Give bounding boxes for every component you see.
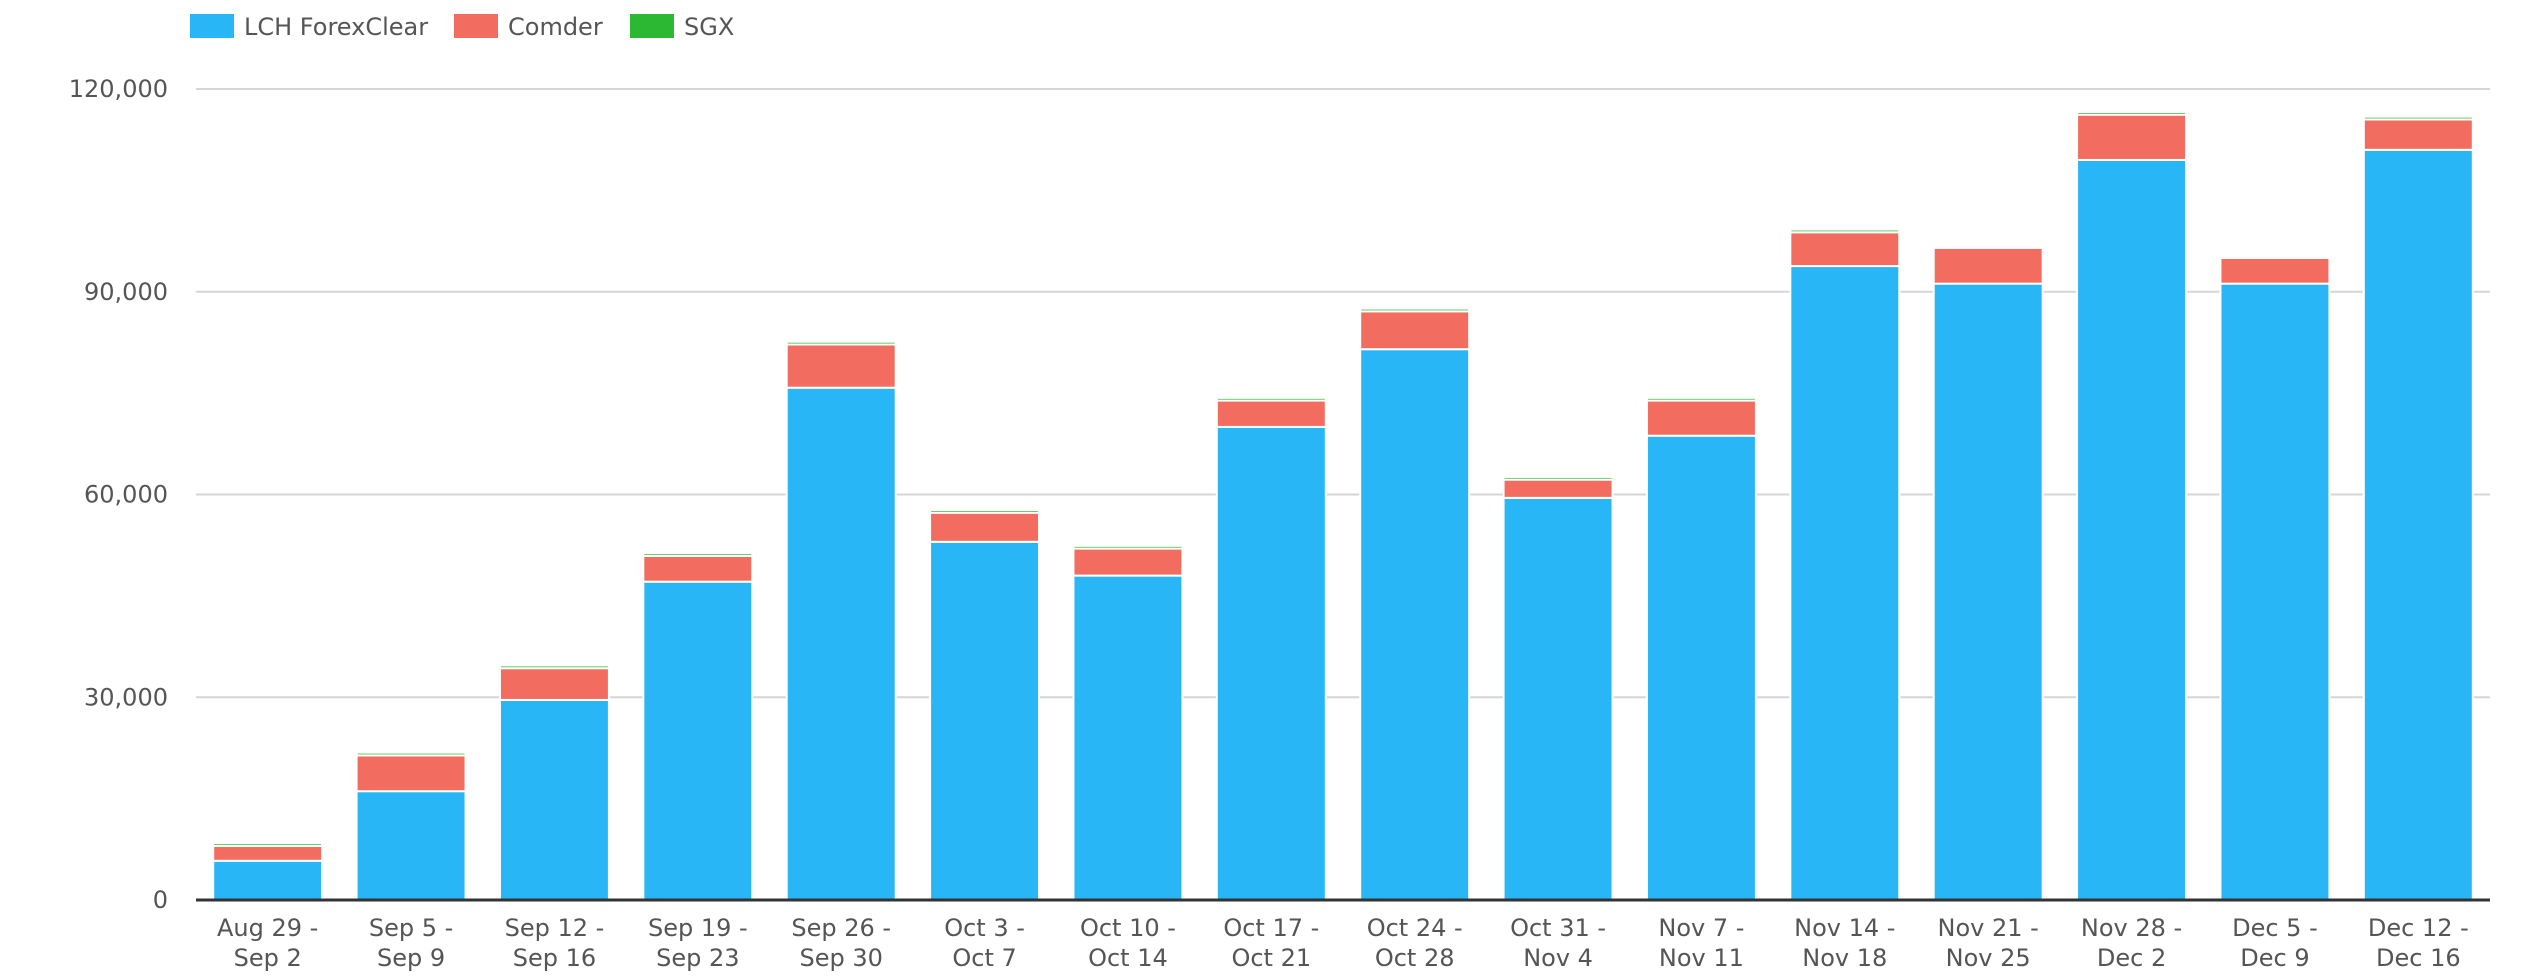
bar-sgx (2219, 254, 2331, 259)
bar-lch-forexclear (498, 698, 610, 901)
bar-comder (1789, 231, 1901, 268)
bar-lch-forexclear (212, 859, 324, 902)
bar-sgx (1645, 396, 1757, 402)
x-tick-label: Aug 29 -Sep 2 (217, 914, 318, 972)
bars (212, 110, 2474, 902)
y-tick-label: 30,000 (84, 683, 168, 711)
bar-sgx (355, 751, 467, 757)
x-tick-label: Oct 31 -Nov 4 (1510, 914, 1606, 972)
x-axis: Aug 29 -Sep 2 Sep 5 -Sep 9 Sep 12 -Sep 16 S… (196, 898, 2490, 972)
x-tick-label: Sep 12 -Sep 16 (505, 914, 605, 972)
y-tick-label: 120,000 (69, 75, 168, 103)
legend-label-lch-forexclear: LCH ForexClear (244, 13, 428, 41)
bar-lch-forexclear (2362, 148, 2474, 901)
bar-lch-forexclear (1645, 434, 1757, 901)
bar-comder (2362, 118, 2474, 151)
bar-comder (1072, 547, 1184, 577)
bar-comder (642, 555, 754, 583)
bar-lch-forexclear (1072, 574, 1184, 901)
bar-lch-forexclear (1789, 265, 1901, 901)
x-tick-label: Sep 19 -Sep 23 (648, 914, 748, 972)
bar-sgx (2076, 110, 2188, 116)
bar-sgx (498, 664, 610, 670)
bar-comder (2076, 113, 2188, 161)
x-tick-label: Dec 5 -Dec 9 (2232, 914, 2318, 972)
bar-sgx (1932, 244, 2044, 249)
bar-sgx (212, 842, 324, 847)
bar-lch-forexclear (1359, 348, 1471, 901)
x-tick-label: Nov 7 -Nov 11 (1658, 914, 1744, 972)
y-tick-label: 90,000 (84, 278, 168, 306)
bar-comder (1645, 399, 1757, 437)
x-tick-label: Oct 17 -Oct 21 (1223, 914, 1319, 972)
x-tick-label: Dec 12 -Dec 16 (2368, 914, 2469, 972)
bar-sgx (1359, 307, 1471, 313)
bar-lch-forexclear (785, 386, 897, 901)
bar-sgx (642, 552, 754, 558)
legend-swatch-sgx (630, 14, 674, 38)
bar-comder (929, 511, 1041, 543)
bar-lch-forexclear (355, 790, 467, 902)
y-axis: 0 30,000 60,000 90,000 120,000 (69, 75, 168, 914)
bar-lch-forexclear (1502, 496, 1614, 901)
x-tick-label: Nov 21 -Nov 25 (1938, 914, 2039, 972)
bar-lch-forexclear (1932, 282, 2044, 901)
bar-comder (1502, 478, 1614, 499)
x-tick-label: Oct 10 -Oct 14 (1080, 914, 1176, 972)
bar-comder (785, 343, 897, 389)
legend-label-sgx: SGX (684, 13, 734, 41)
y-tick-label: 60,000 (84, 481, 168, 509)
bar-lch-forexclear (642, 580, 754, 901)
y-tick-label: 0 (153, 886, 168, 914)
x-tick-label: Nov 14 -Nov 18 (1794, 914, 1895, 972)
bar-sgx (1215, 396, 1327, 402)
legend-label-comder: Comder (508, 13, 603, 41)
x-tick-label: Sep 26 -Sep 30 (791, 914, 891, 972)
legend-swatch-comder (454, 14, 498, 38)
x-tick-label: Sep 5 -Sep 9 (369, 914, 453, 972)
bar-lch-forexclear (1215, 425, 1327, 901)
legend: LCH ForexClear Comder SGX (190, 13, 734, 41)
bar-lch-forexclear (929, 540, 1041, 902)
bar-comder (2219, 256, 2331, 285)
bar-comder (498, 667, 610, 701)
bar-sgx (1789, 228, 1901, 234)
bar-sgx (1072, 544, 1184, 550)
bar-sgx (929, 509, 1041, 514)
x-tick-label: Oct 24 -Oct 28 (1367, 914, 1463, 972)
bar-comder (1359, 310, 1471, 351)
bar-comder (1215, 399, 1327, 428)
bar-sgx (2362, 115, 2474, 121)
bar-sgx (1502, 475, 1614, 481)
bar-comder (212, 844, 324, 862)
bar-lch-forexclear (2076, 158, 2188, 901)
bar-comder (355, 754, 467, 793)
bar-lch-forexclear (2219, 282, 2331, 901)
x-tick-label: Oct 3 -Oct 7 (944, 914, 1025, 972)
legend-swatch-lch-forexclear (190, 14, 234, 38)
bar-comder (1932, 246, 2044, 285)
x-tick-label: Nov 28 -Dec 2 (2081, 914, 2182, 972)
bar-sgx (785, 340, 897, 346)
